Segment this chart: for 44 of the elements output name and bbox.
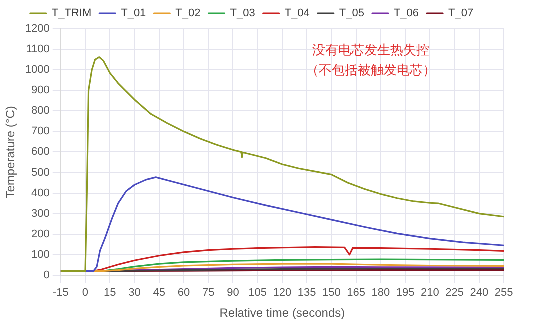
x-tick-label: 60 [178,287,190,300]
legend-label: T_07 [448,8,474,20]
x-axis-title: Relative time (seconds) [220,306,346,320]
x-tick-label: 30 [128,287,141,300]
y-tick-label: 0 [44,269,50,282]
x-tick-label: 255 [494,287,514,300]
x-tick-label: 150 [322,287,341,300]
y-tick-label: 900 [32,84,50,97]
x-tick-label: 195 [396,287,415,300]
legend-label: T_03 [230,8,256,20]
annotation: （不包括被触发电芯） [306,63,436,78]
x-tick-label: 225 [446,287,464,300]
y-tick-label: 100 [32,248,50,261]
legend-label: T_02 [176,8,201,20]
x-tick-label: 90 [227,287,240,300]
y-axis-title: Temperature (°C) [4,106,18,198]
legend-label: T_05 [339,8,364,20]
x-tick-label: 210 [420,287,440,300]
legend-label: T_01 [121,8,146,20]
legend-label: T_06 [394,8,420,20]
y-tick-label: 1100 [26,44,50,56]
x-tick-label: 180 [372,287,390,300]
y-tick-label: 300 [32,208,50,220]
x-tick-label: 105 [248,287,267,300]
y-tick-label: 600 [32,146,50,158]
x-tick-label: 165 [347,287,366,300]
y-tick-label: 400 [32,187,50,200]
annotation: 没有电芯发生热失控 [312,43,430,58]
x-tick-label: -15 [52,287,69,300]
x-tick-label: 45 [153,287,166,300]
x-tick-label: 120 [273,287,292,300]
legend-label: T_TRIM [52,8,92,20]
y-tick-label: 200 [32,228,50,240]
x-tick-label: 15 [104,287,116,300]
x-tick-label: 0 [82,287,89,300]
y-tick-label: 800 [32,105,50,118]
y-tick-label: 1000 [25,64,50,76]
x-tick-label: 135 [298,287,316,300]
x-tick-label: 240 [470,287,489,300]
y-tick-label: 500 [32,166,50,179]
x-tick-label: 75 [202,287,215,300]
y-tick-label: 1200 [25,23,50,36]
y-tick-label: 700 [32,126,50,138]
legend-label: T_04 [284,8,310,20]
